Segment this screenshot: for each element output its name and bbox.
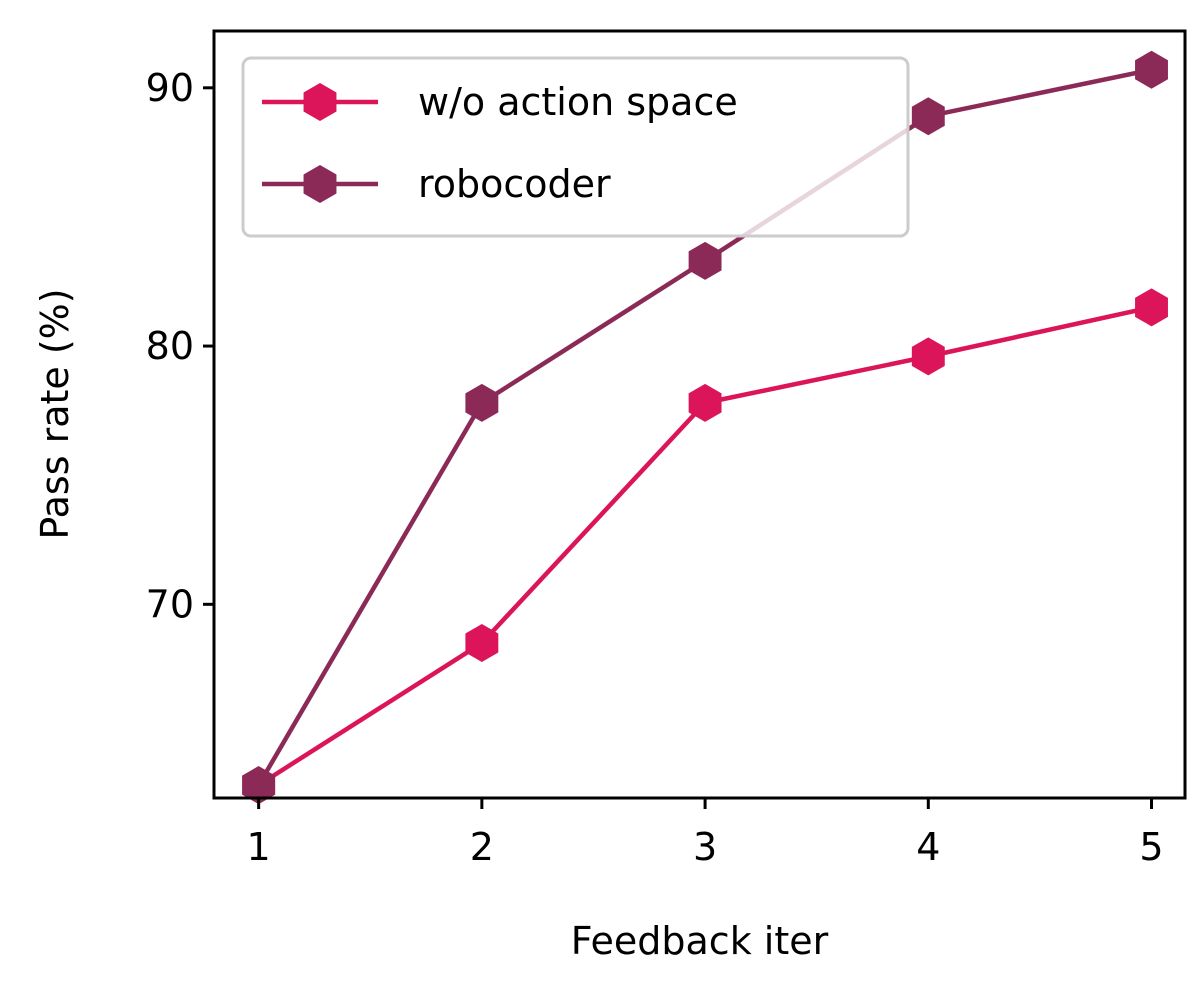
data-point (465, 624, 499, 663)
series-w-o-action-space (242, 288, 1168, 805)
x-tick-label: 5 (1139, 825, 1163, 869)
legend-item-w-o-action-space: w/o action space (262, 80, 738, 124)
legend-label: robocoder (418, 162, 611, 206)
series-line-w-o-action-space (256, 305, 1154, 788)
y-tick-label: 90 (146, 66, 194, 110)
y-tick-label: 70 (146, 582, 194, 626)
y-tick-label: 80 (146, 324, 194, 368)
y-axis-label: Pass rate (%) (33, 288, 77, 539)
legend-swatch-marker (303, 83, 337, 121)
x-tick-label: 2 (470, 825, 494, 869)
data-point (911, 337, 945, 376)
data-point (1135, 288, 1168, 327)
data-point (688, 241, 722, 280)
legend: w/o action space robocoder (241, 56, 910, 238)
plot-frame (212, 29, 1187, 800)
series-layer (242, 50, 1168, 805)
legend-swatch-marker (303, 165, 337, 203)
legend-box (241, 56, 910, 238)
x-tick-label: 3 (693, 825, 717, 869)
data-point (688, 383, 722, 422)
data-point (1135, 50, 1168, 89)
data-point (911, 97, 945, 136)
x-axis-label: Feedback iter (571, 919, 829, 963)
legend-label: w/o action space (418, 80, 738, 124)
axis-ticks: 1 2 3 4 5 70 80 90 (146, 66, 1164, 869)
x-tick-label: 4 (916, 825, 940, 869)
legend-item-robocoder: robocoder (262, 162, 611, 206)
data-point (465, 383, 499, 422)
series-robocoder (242, 50, 1168, 805)
x-tick-label: 1 (247, 825, 271, 869)
data-point (242, 766, 276, 805)
